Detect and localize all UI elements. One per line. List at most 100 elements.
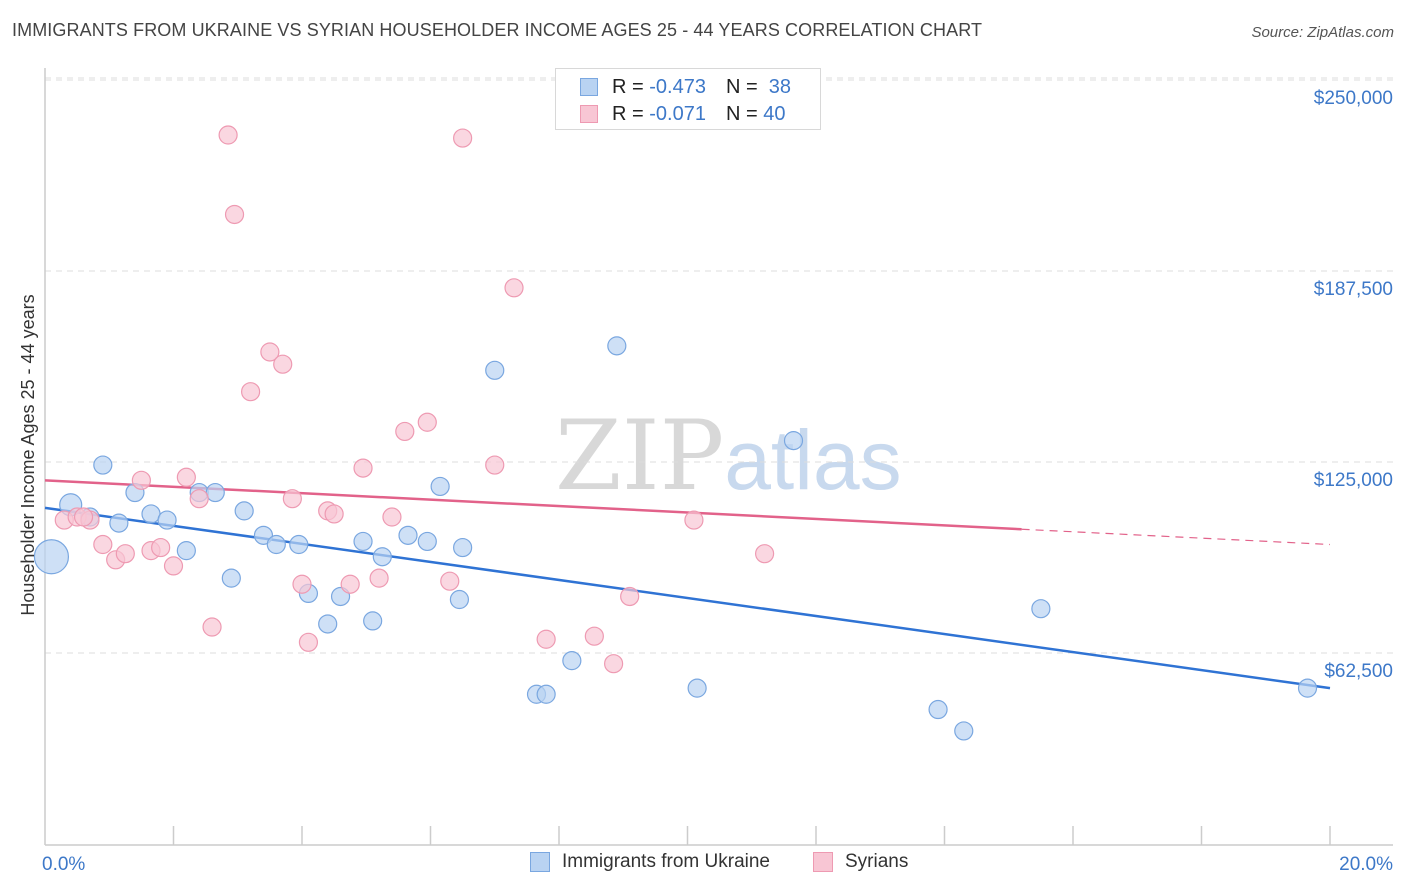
syrian-point[interactable]	[620, 586, 640, 607]
legend-swatch-ukraine	[580, 78, 598, 96]
ukraine-point[interactable]	[954, 721, 974, 741]
ukraine-point[interactable]	[607, 336, 627, 356]
syrian-point[interactable]	[218, 125, 238, 145]
ukraine-point[interactable]	[109, 513, 129, 533]
syrian-point[interactable]	[754, 544, 775, 564]
axes	[44, 68, 1393, 846]
syrian-point[interactable]	[115, 544, 135, 564]
y-axis-label: Householder Income Ages 25 - 44 years	[18, 294, 38, 615]
syrian-point[interactable]	[324, 504, 344, 524]
syrian-point[interactable]	[260, 342, 280, 362]
syrian-point[interactable]	[298, 632, 319, 652]
legend-item-syrians[interactable]: Syrians	[813, 851, 908, 873]
legend-r-label: R =	[612, 102, 644, 125]
watermark: ZIPatlas	[555, 400, 902, 512]
syrian-point[interactable]	[353, 458, 373, 478]
ukraine-point[interactable]	[33, 539, 70, 575]
ukraine-point[interactable]	[221, 568, 241, 588]
syrian-point[interactable]	[73, 507, 94, 527]
legend-swatch-syrians	[580, 105, 598, 123]
legend-n-value: 40	[763, 102, 786, 125]
syrian-point[interactable]	[369, 568, 389, 588]
syrian-point[interactable]	[382, 507, 402, 527]
syrian-point[interactable]	[504, 278, 524, 298]
ukraine-point[interactable]	[93, 455, 113, 475]
syrian-point[interactable]	[151, 537, 171, 558]
syrian-point[interactable]	[282, 489, 302, 509]
syrian-point[interactable]	[189, 489, 209, 509]
ukraine-point[interactable]	[234, 501, 254, 521]
syrian-trend-extension	[1021, 528, 1331, 546]
ukraine-point[interactable]	[485, 360, 505, 380]
syrian-point[interactable]	[241, 382, 261, 402]
ukraine-point[interactable]	[928, 699, 948, 720]
syrian-point[interactable]	[485, 455, 505, 475]
ukraine-point[interactable]	[562, 651, 582, 671]
syrian-point[interactable]	[395, 421, 415, 442]
legend-row-syrians: R = -0.071 N = 40	[580, 101, 785, 127]
syrian-point[interactable]	[453, 128, 473, 148]
ukraine-point[interactable]	[157, 510, 177, 530]
ukraine-point[interactable]	[536, 684, 556, 704]
ukraine-point[interactable]	[353, 531, 373, 552]
ukraine-point[interactable]	[318, 614, 338, 634]
legend-r-value: -0.071	[649, 102, 706, 125]
syrian-point[interactable]	[292, 574, 312, 594]
legend-swatch-syrians	[813, 852, 833, 872]
syrian-point[interactable]	[202, 617, 222, 637]
legend-n-value: 38	[768, 75, 792, 98]
y-tick-label: $62,500	[1324, 661, 1393, 682]
y-tick-label: $187,500	[1314, 279, 1393, 300]
legend-label-syrians: Syrians	[845, 851, 909, 872]
syrian-point[interactable]	[417, 412, 437, 432]
legend-row-ukraine: R = -0.473 N = 38	[580, 74, 791, 100]
ukraine-point[interactable]	[372, 547, 392, 567]
syrian-point[interactable]	[684, 510, 704, 530]
legend-swatch-ukraine	[530, 852, 550, 872]
syrian-point[interactable]	[536, 629, 556, 649]
ukraine-point[interactable]	[141, 504, 161, 524]
grid-lines	[45, 77, 1395, 654]
ukraine-point[interactable]	[453, 537, 473, 558]
tick-labels: $62,500 $125,000 $187,500 $250,000 0.0% 20.0%	[42, 88, 1393, 875]
chart-source: Source: ZipAtlas.com	[1251, 24, 1394, 41]
syrian-point[interactable]	[131, 470, 151, 490]
ukraine-point[interactable]	[176, 541, 196, 561]
ukraine-point[interactable]	[417, 531, 437, 552]
syrian-point[interactable]	[440, 571, 460, 591]
watermark-atlas: atlas	[724, 413, 902, 507]
ukraine-point[interactable]	[1031, 599, 1051, 619]
y-tick-label: $125,000	[1314, 470, 1393, 491]
ukraine-point[interactable]	[783, 431, 804, 451]
x-tick-label: 0.0%	[42, 854, 85, 875]
legend-r-value: -0.473	[649, 75, 706, 98]
data-points	[33, 125, 1318, 741]
y-tick-label: $250,000	[1314, 88, 1393, 109]
syrian-point[interactable]	[163, 556, 184, 576]
ukraine-point[interactable]	[449, 589, 470, 610]
syrian-point[interactable]	[224, 204, 245, 225]
ukraine-point[interactable]	[205, 482, 225, 503]
syrian-point[interactable]	[93, 534, 113, 555]
stats-legend: R = -0.473 N = 38 R = -0.071 N = 40	[555, 68, 821, 130]
chart-title: IMMIGRANTS FROM UKRAINE VS SYRIAN HOUSEH…	[12, 20, 983, 40]
syrian-point[interactable]	[604, 654, 624, 674]
legend-item-ukraine[interactable]: Immigrants from Ukraine	[530, 851, 770, 873]
syrian-point[interactable]	[273, 354, 293, 374]
ukraine-point[interactable]	[363, 611, 383, 631]
ukraine-point[interactable]	[289, 534, 309, 555]
ukraine-point[interactable]	[1297, 678, 1318, 698]
ukraine-point[interactable]	[687, 678, 707, 698]
legend-n-label: N =	[725, 75, 758, 98]
watermark-zip: ZIP	[555, 400, 725, 512]
syrian-point[interactable]	[176, 467, 196, 487]
syrian-point[interactable]	[584, 626, 604, 646]
legend-r-label: R =	[612, 75, 644, 98]
ukraine-point[interactable]	[398, 525, 418, 545]
ukraine-point[interactable]	[266, 534, 286, 555]
syrian-point[interactable]	[340, 574, 360, 594]
legend-label-ukraine: Immigrants from Ukraine	[562, 851, 770, 872]
x-tick-label: 20.0%	[1339, 854, 1393, 875]
ukraine-point[interactable]	[430, 476, 450, 497]
